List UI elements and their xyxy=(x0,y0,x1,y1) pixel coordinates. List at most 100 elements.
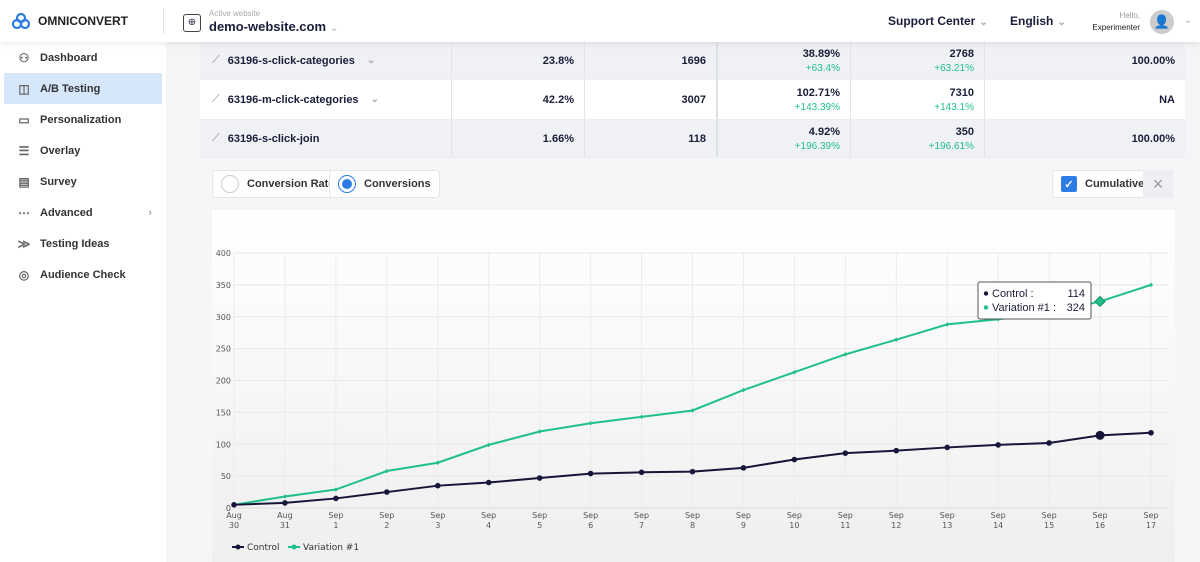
data-point xyxy=(588,421,593,426)
chevron-down-icon: ⌄ xyxy=(1057,17,1066,28)
variation-name-cell[interactable]: ⟋ 63196-s-click-categories ⌄ xyxy=(200,42,452,79)
data-point xyxy=(1148,282,1154,288)
sidebar-item-testing-ideas[interactable]: ≫ Testing Ideas xyxy=(4,228,162,259)
x-tick-label: Sep xyxy=(787,511,802,520)
y-tick-label: 400 xyxy=(216,249,231,258)
chart-icon: ⟋ xyxy=(212,54,220,66)
sidebar-item-advanced[interactable]: ⋯ Advanced › xyxy=(4,197,162,228)
sidebar-item-survey[interactable]: ▤ Survey xyxy=(4,166,162,197)
variation-name: 63196-s-click-join xyxy=(227,132,320,145)
chevron-down-icon[interactable]: ⌄ xyxy=(370,94,379,105)
tooltip-marker xyxy=(983,291,989,296)
avatar[interactable]: 👤 xyxy=(1150,10,1174,34)
language-menu[interactable]: English ⌄ xyxy=(1010,14,1066,28)
data-point xyxy=(1094,295,1106,308)
data-point xyxy=(842,450,849,456)
data-point xyxy=(282,494,288,499)
variation-name-cell[interactable]: ⟋ 63196-m-click-categories ⌄ xyxy=(200,80,452,119)
data-point xyxy=(740,465,747,471)
data-point xyxy=(282,500,288,506)
sidebar-item-audience-check[interactable]: ◎ Audience Check xyxy=(4,259,162,290)
variation-rate-cell: 102.71% +143.39% xyxy=(718,80,851,119)
chevron-down-icon[interactable]: ⌄ xyxy=(366,55,376,66)
sidebar-item-dashboard[interactable]: ⚇ Dashboard xyxy=(4,42,162,73)
data-point xyxy=(995,442,1001,448)
radio-selected-icon xyxy=(338,175,356,193)
x-tick-label: 15 xyxy=(1044,521,1054,530)
x-tick-label: 10 xyxy=(789,521,799,530)
x-tick-label: Sep xyxy=(991,511,1006,520)
cumulative-checkbox[interactable]: ✓ Cumulative xyxy=(1052,170,1154,198)
data-point xyxy=(537,429,542,434)
variation-count: 7310 xyxy=(949,86,974,99)
chance-cell: 100.00% xyxy=(985,42,1185,79)
tooltip-box xyxy=(977,281,1092,320)
chevron-down-icon: ⌄ xyxy=(330,23,339,34)
count: 3007 xyxy=(681,93,706,106)
x-tick-label: Sep xyxy=(634,511,649,520)
tooltip-value: 114 xyxy=(1067,288,1085,300)
chart-icon: ⟋ xyxy=(212,132,220,144)
x-tick-label: Sep xyxy=(838,511,853,520)
y-tick-label: 300 xyxy=(216,313,231,322)
variation-name-cell[interactable]: ⟋ 63196-s-click-join xyxy=(200,120,452,157)
sidebar-item-overlay[interactable]: ☰ Overlay xyxy=(4,135,162,166)
user-menu-chevron-icon[interactable]: ⌄ xyxy=(1184,15,1193,26)
count-cell: 3007 xyxy=(585,80,718,119)
rate: 1.66% xyxy=(542,132,574,145)
support-center-menu[interactable]: Support Center ⌄ xyxy=(888,14,988,28)
data-point xyxy=(587,470,594,477)
user-greeting: Hello, Experimenter xyxy=(1085,10,1140,34)
logo-icon xyxy=(12,13,30,29)
x-tick-label: 4 xyxy=(486,521,491,530)
variation-count-delta: +143.1% xyxy=(934,101,974,113)
variation-count-delta: +63.21% xyxy=(934,62,974,74)
sidebar-item-label: Testing Ideas xyxy=(40,237,110,250)
variation-rate-cell: 4.92% +196.39% xyxy=(718,120,851,157)
count-cell: 118 xyxy=(585,120,718,157)
variation-rate: 38.89% xyxy=(802,47,840,60)
close-icon[interactable]: × xyxy=(1143,170,1173,198)
website-selector[interactable]: ⊕ Active website demo-website.com ⌄ xyxy=(183,9,338,36)
data-point xyxy=(894,337,899,342)
x-tick-label: 5 xyxy=(537,521,542,530)
conversion-rate-radio[interactable]: Conversion Rate xyxy=(212,170,344,198)
conversions-radio[interactable]: Conversions xyxy=(329,170,440,198)
y-tick-label: 200 xyxy=(216,377,231,386)
data-point xyxy=(485,479,492,486)
x-tick-label: 6 xyxy=(588,521,593,530)
chevron-down-icon: ⌄ xyxy=(979,17,988,28)
data-point xyxy=(1148,429,1154,436)
logo[interactable]: OMNICONVERT xyxy=(12,13,128,29)
y-tick-label: 100 xyxy=(216,440,231,449)
variation-rate: 102.71% xyxy=(796,86,840,99)
sidebar-item-a-b-testing[interactable]: ◫ A/B Testing xyxy=(4,73,162,104)
x-tick-label: Sep xyxy=(583,511,598,520)
hello-text: Hello, xyxy=(1119,11,1140,20)
x-tick-label: Sep xyxy=(685,511,700,520)
variation-rate-cell: 38.89% +63.4% xyxy=(718,42,851,79)
variation-name: 63196-m-click-categories xyxy=(227,93,359,106)
sidebar-item-label: Survey xyxy=(40,175,77,188)
sidebar-item-personalization[interactable]: ▭ Personalization xyxy=(4,104,162,135)
data-point xyxy=(333,495,339,502)
data-point xyxy=(944,444,951,451)
data-point xyxy=(435,460,440,465)
x-tick-label: Sep xyxy=(736,511,751,520)
data-point xyxy=(792,370,797,375)
chance-to-win: 100.00% xyxy=(1131,54,1175,67)
count: 1696 xyxy=(681,54,706,67)
legend-label[interactable]: Variation #1 xyxy=(303,543,359,553)
y-tick-label: 150 xyxy=(216,408,231,417)
x-tick-label: 11 xyxy=(840,521,850,530)
ab-icon: ◫ xyxy=(18,81,30,96)
data-point xyxy=(893,447,900,454)
more-icon: ⋯ xyxy=(18,205,30,220)
overlay-icon: ☰ xyxy=(18,143,30,158)
chance-cell: 100.00% xyxy=(985,120,1185,157)
ideas-icon: ≫ xyxy=(17,236,31,251)
legend-label[interactable]: Control xyxy=(247,543,280,553)
variation-count-cell: 350 +196.61% xyxy=(851,120,985,157)
site-label: Active website xyxy=(209,9,261,18)
